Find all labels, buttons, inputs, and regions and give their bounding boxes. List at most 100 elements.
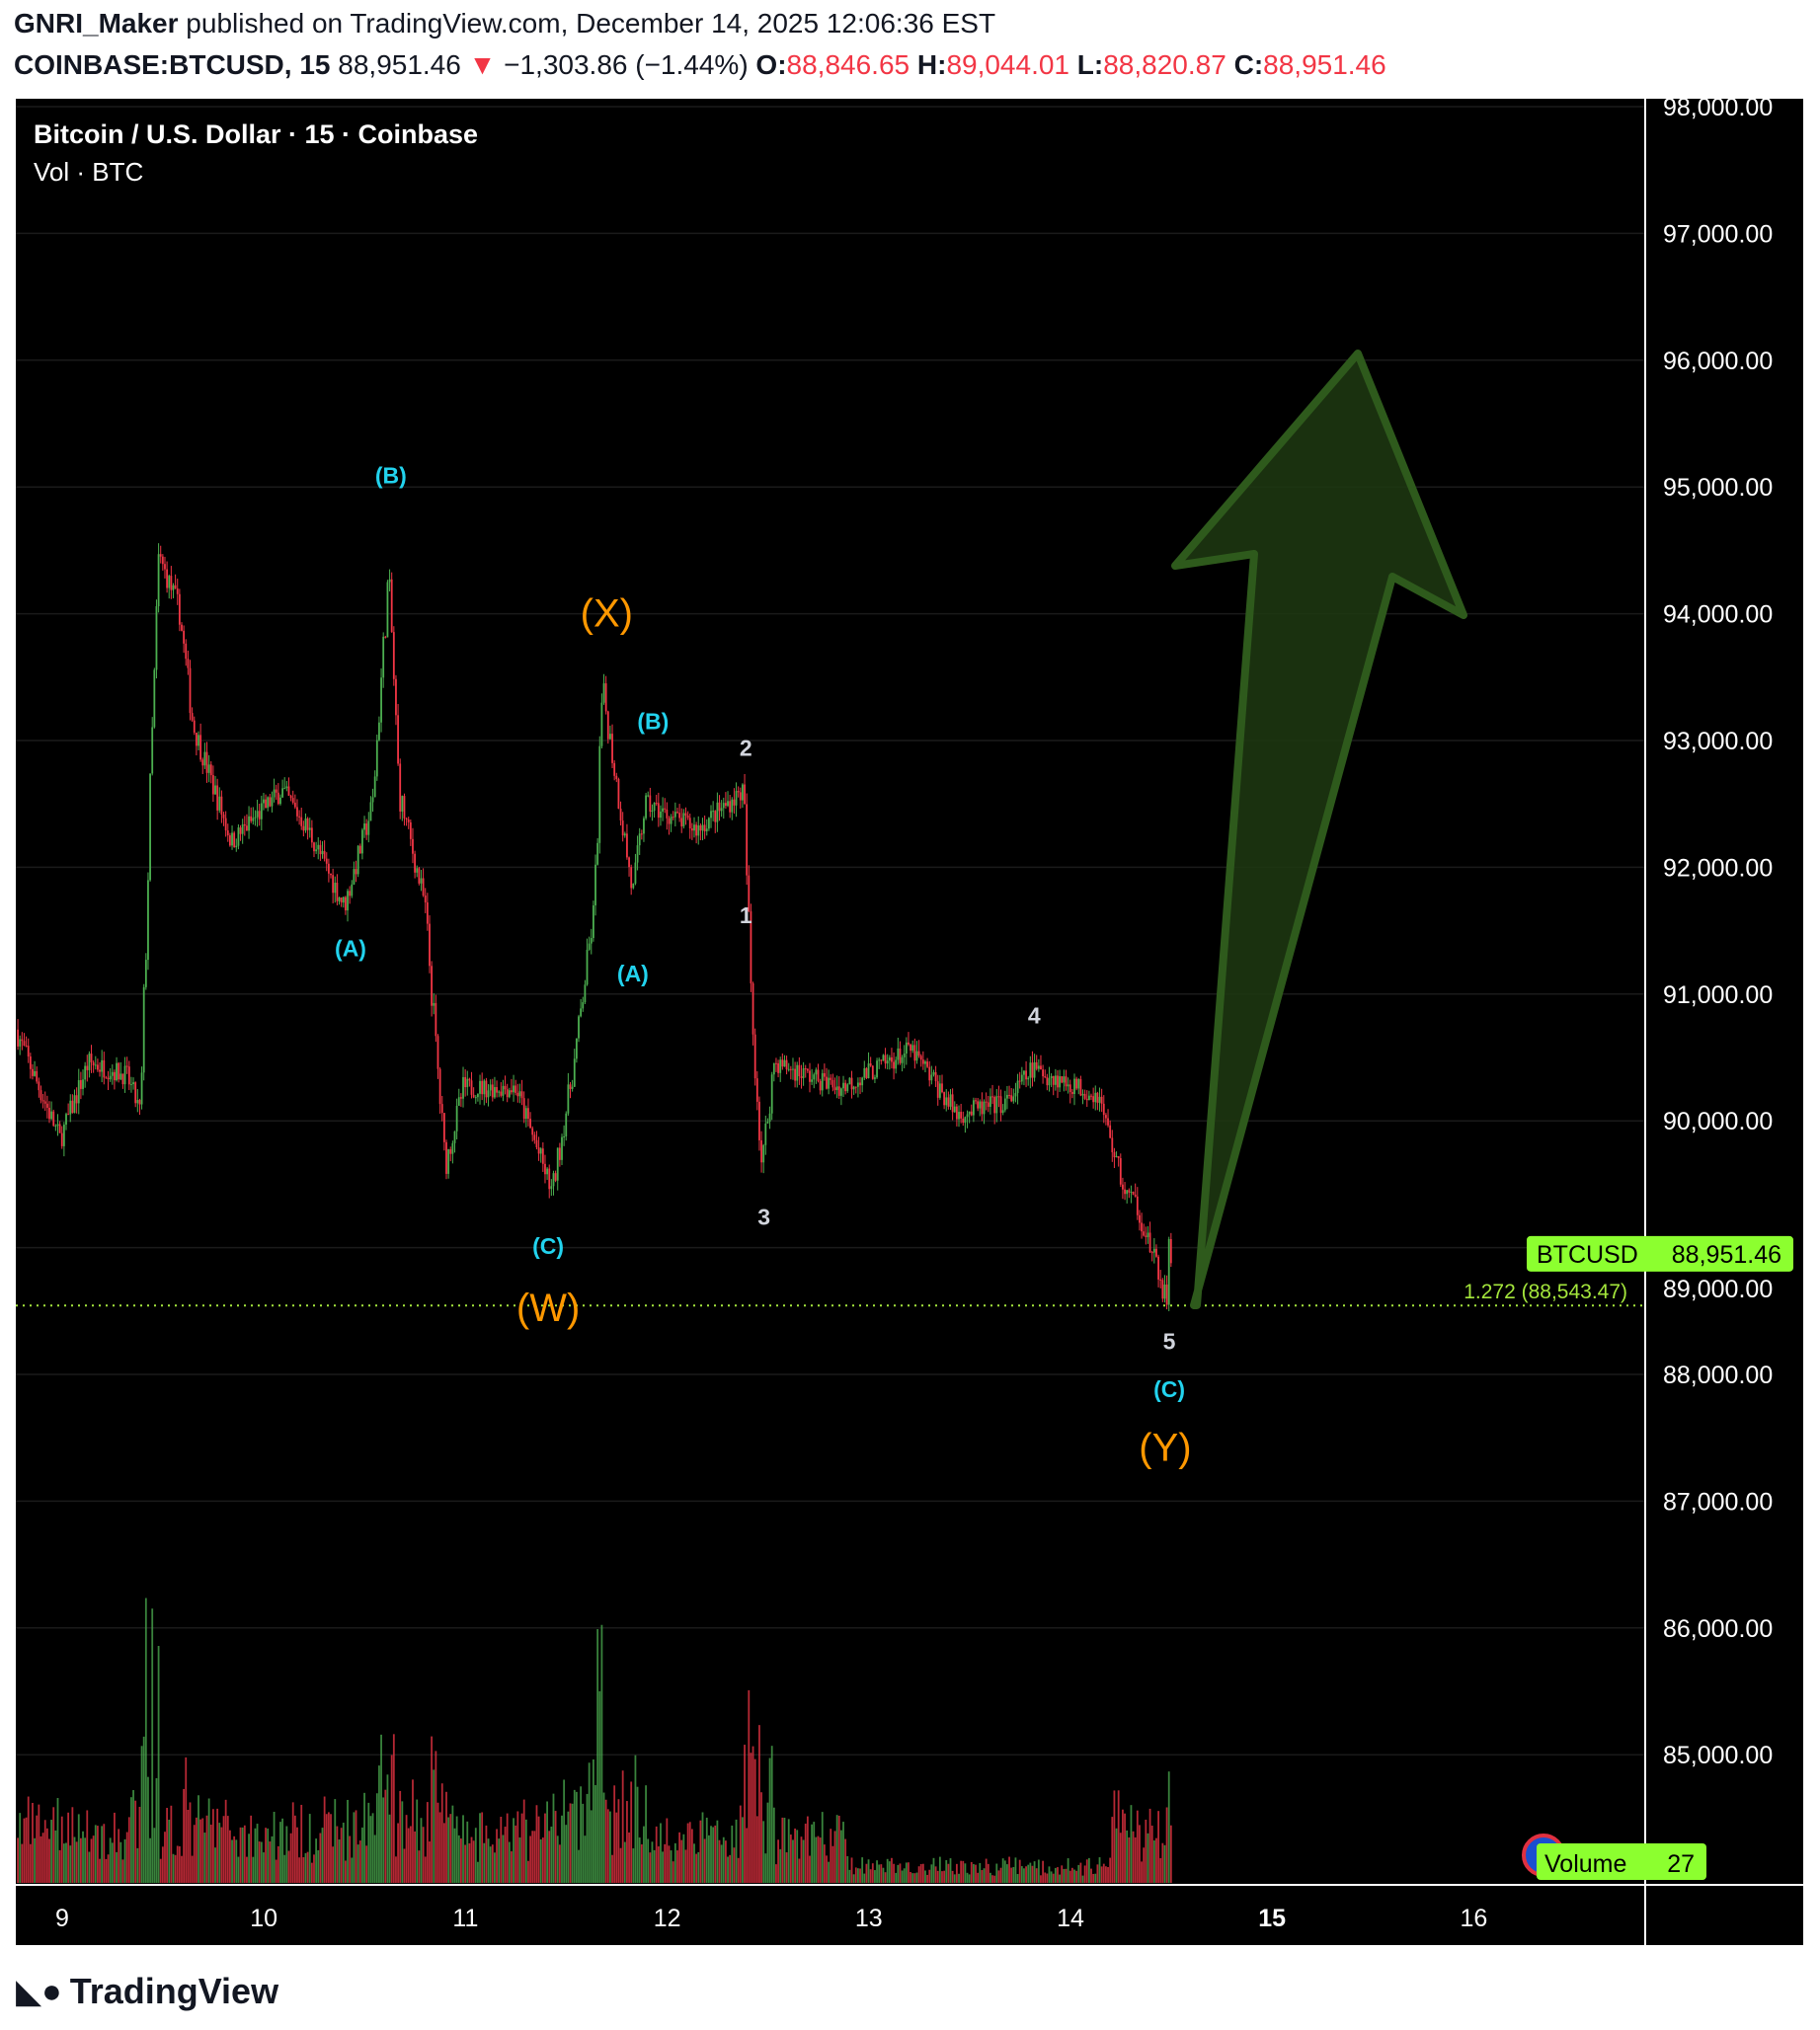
candle-body [936, 1081, 939, 1098]
volume-bar [138, 1806, 141, 1883]
volume-bar [1117, 1790, 1120, 1883]
candle-body [416, 868, 419, 873]
volume-bar [869, 1869, 872, 1883]
candle-body [317, 844, 320, 850]
volume-bar [256, 1824, 259, 1883]
volume-bar [613, 1785, 616, 1883]
candle-body [938, 1083, 941, 1098]
candle-body [850, 1077, 853, 1090]
volume-bar [1044, 1872, 1047, 1883]
volume-bar [582, 1803, 585, 1883]
time-tick-label: 14 [1057, 1905, 1084, 1932]
candle-body [401, 796, 404, 812]
candle-body [388, 579, 391, 583]
volume-bar [833, 1831, 836, 1883]
volume-bar [416, 1799, 419, 1883]
tradingview-logo[interactable]: ◣● TradingView [16, 1971, 278, 2012]
candle-body [237, 827, 240, 846]
candle-body [880, 1059, 883, 1061]
candle-body [960, 1112, 963, 1119]
candle-body [99, 1069, 101, 1072]
candle-body [498, 1091, 501, 1093]
volume-bar [373, 1835, 376, 1883]
volume-bar [1052, 1873, 1055, 1883]
volume-bar [424, 1856, 427, 1883]
candle-body [254, 817, 257, 819]
volume-bar [457, 1835, 460, 1883]
candle-body [945, 1097, 948, 1106]
candle-body [201, 759, 204, 766]
candle-body [731, 799, 734, 813]
up-arrow-drawing[interactable] [1171, 350, 1467, 1309]
volume-bar [753, 1758, 756, 1883]
volume-bar [174, 1854, 177, 1883]
volume-bar [56, 1798, 59, 1883]
candle-body [529, 1119, 531, 1129]
candle-body [75, 1095, 78, 1104]
volume-bar [485, 1825, 488, 1883]
volume-bar [187, 1809, 190, 1883]
volume-bar [997, 1870, 1000, 1883]
wave-label: 2 [740, 735, 752, 760]
volume-bar [518, 1836, 521, 1883]
volume-bar [40, 1835, 42, 1883]
candle-body [54, 1126, 57, 1128]
volume-bar [170, 1805, 173, 1883]
candle-body [682, 813, 685, 826]
volume-bar [193, 1825, 196, 1883]
candle-body [781, 1059, 784, 1067]
volume-bar [111, 1842, 114, 1883]
volume-bar [578, 1849, 580, 1883]
candle-body [283, 788, 286, 790]
volume-bar [1155, 1837, 1157, 1883]
candle-body [77, 1080, 80, 1104]
candle-body [915, 1051, 918, 1061]
volume-bar [101, 1826, 104, 1883]
volume-bar [144, 1598, 147, 1883]
volume-bar [142, 1736, 145, 1883]
candle-body [712, 811, 715, 813]
candle-body [88, 1054, 91, 1070]
candle-body [144, 960, 147, 987]
volume-bar [943, 1870, 946, 1883]
volume-bar [554, 1811, 557, 1883]
candle-body [739, 792, 742, 801]
candle-body [1109, 1125, 1112, 1138]
candle-body [187, 659, 190, 668]
candle-body [1075, 1078, 1078, 1089]
volume-bar [699, 1820, 702, 1883]
volume-bar [191, 1855, 194, 1883]
volume-bar [1119, 1833, 1122, 1883]
candle-body [796, 1064, 799, 1081]
volume-bar [733, 1847, 736, 1883]
price-axis[interactable]: 98,000.00 97,000.00 96,000.00 95,000.00 94,0… [1663, 94, 1773, 1769]
time-axis[interactable]: 9 10 11 12 13 14 15 16 [55, 1905, 1487, 1932]
candle-body [250, 816, 253, 821]
volume-bar [584, 1835, 587, 1883]
candle-body [901, 1056, 904, 1063]
price-tick-label: 96,000.00 [1663, 348, 1773, 375]
volume-bar [281, 1818, 283, 1883]
volume-bar [806, 1816, 809, 1883]
volume-bar [422, 1827, 425, 1883]
candle-body [285, 786, 288, 789]
volume-bar [263, 1852, 265, 1883]
volume-bar [975, 1864, 977, 1883]
candle-body [602, 683, 605, 703]
volume-bar [125, 1832, 128, 1883]
volume-bar [211, 1809, 214, 1883]
author[interactable]: GNRI_Maker [14, 8, 179, 39]
volume-bar [178, 1845, 181, 1883]
candle-body [62, 1124, 65, 1146]
volume-bar [623, 1841, 626, 1883]
candle-body [226, 830, 229, 836]
candle-body [291, 798, 294, 803]
volume-bar [682, 1834, 685, 1883]
candle-body [103, 1059, 106, 1078]
volume-bar [949, 1858, 952, 1883]
candle-body [181, 624, 183, 631]
last-price: 88,951.46 [338, 49, 461, 80]
volume-bar [1143, 1847, 1146, 1883]
volume-bar [714, 1825, 717, 1883]
